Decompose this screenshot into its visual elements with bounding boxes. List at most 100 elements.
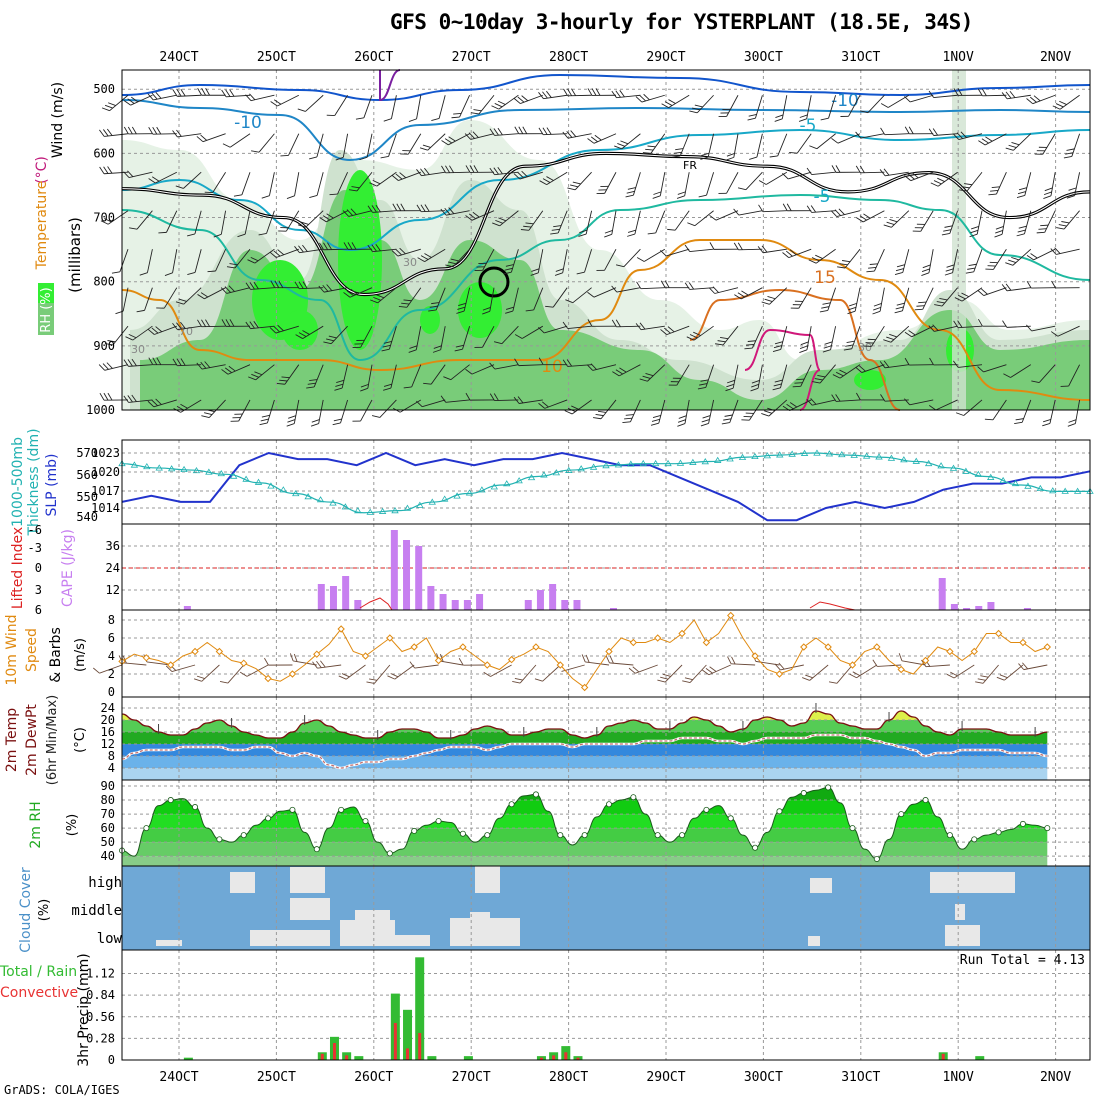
wind-barb-feather <box>872 659 878 667</box>
wind-barb-staff <box>623 248 641 267</box>
wind-barb-feather <box>128 333 137 339</box>
wind-barb <box>769 133 788 158</box>
wind-speed-marker <box>191 647 199 656</box>
wind-barb <box>489 167 519 176</box>
wind-barb-staff <box>722 325 739 346</box>
wind-barb-feather <box>309 156 318 160</box>
wind-barb <box>400 133 422 155</box>
wind-barb-feather <box>946 264 955 268</box>
thickness-marker <box>838 450 846 458</box>
wind-barb-feather <box>782 203 788 211</box>
wind-barb-feather <box>686 336 695 341</box>
wind-barb-feather <box>886 221 895 225</box>
wind-barb-feather <box>726 156 734 161</box>
wind-barb <box>718 172 739 194</box>
wind-barb-feather <box>894 310 903 314</box>
thickness-marker <box>614 461 623 468</box>
wind-barb <box>125 325 153 341</box>
wind-barb <box>782 203 812 212</box>
wind-barb-feather <box>831 137 839 144</box>
wind-barb-staff <box>422 399 446 408</box>
wind-barb-feather <box>493 393 499 401</box>
wind-barb-feather <box>702 669 710 676</box>
wind-barb-feather <box>294 281 300 289</box>
rh-marker <box>289 806 296 813</box>
wind-barb-staff <box>363 95 373 118</box>
wind-barb-feather <box>424 253 432 258</box>
wind-barb <box>855 364 885 373</box>
wind-barb-feather <box>546 90 552 98</box>
wind-barb-staff <box>155 171 178 184</box>
wind-barb <box>514 358 543 367</box>
wind-barb-staff <box>220 210 227 235</box>
wind-barb-feather <box>342 210 350 217</box>
pressure-tick-label: 800 <box>93 275 115 289</box>
wind-barb-feather <box>639 322 646 330</box>
wind-barb-staff <box>815 248 836 264</box>
date-label-bottom: 25OCT <box>257 1070 296 1085</box>
thickness-marker <box>788 450 796 457</box>
wind-barb-feather <box>221 369 229 375</box>
wind-barb-feather <box>822 349 831 353</box>
wind-barb-feather <box>817 375 826 378</box>
wind-barb <box>1005 133 1032 151</box>
wind-barb-feather <box>261 195 270 199</box>
wind-barb <box>635 93 665 103</box>
wind-barb <box>581 654 610 666</box>
wind-barb-feather <box>767 296 776 300</box>
wind-barb <box>831 133 861 144</box>
wind-barb-staff <box>356 171 373 192</box>
wind-barb-staff <box>1023 664 1048 671</box>
wind-barb-staff <box>424 248 446 262</box>
precip-total-bar <box>415 957 425 1060</box>
wind-barb <box>391 247 421 257</box>
wind-barb-feather <box>441 165 446 173</box>
wind-barb-feather <box>391 174 399 181</box>
thickness-marker <box>217 470 225 477</box>
wind-barb-feather <box>921 659 927 667</box>
wind-barb-feather <box>921 268 930 273</box>
wind-barb-feather <box>93 667 100 674</box>
wind-barb-feather <box>664 101 673 106</box>
wind-barb <box>904 94 934 103</box>
wind-barb-feather <box>307 382 316 385</box>
wind-barb-feather <box>868 266 877 269</box>
wind-barb-feather <box>278 280 284 288</box>
wind-barb-feather <box>725 387 734 392</box>
date-label-top: 24OCT <box>159 50 198 65</box>
wind-barb <box>840 95 861 117</box>
wind-barb-staff <box>871 325 885 347</box>
wind-barb-feather <box>726 383 735 388</box>
wind-barb-staff <box>482 325 495 348</box>
wind-barb-staff <box>268 172 275 196</box>
wind-barb-feather <box>546 176 554 181</box>
wind-barb-feather <box>277 249 285 256</box>
wind-barb-staff <box>1056 248 1080 255</box>
wind-speed-marker <box>215 647 224 656</box>
wind-barb <box>639 364 666 382</box>
wind-barb <box>278 210 300 232</box>
wind-barb <box>808 248 836 264</box>
cloud-grid <box>178 866 1057 950</box>
wind-barb <box>587 319 617 327</box>
wind-barb-feather <box>737 187 747 191</box>
wind-barb <box>625 172 641 198</box>
wind-speed-marker <box>434 656 443 665</box>
wind-barb-feather <box>1063 156 1072 159</box>
wind-barb-feather <box>512 681 521 684</box>
wind-barb-feather <box>896 264 905 268</box>
wind-barb-feather <box>505 306 514 310</box>
rh-marker <box>922 797 929 804</box>
wind-barb-staff <box>119 249 129 272</box>
wind-barb-feather <box>895 268 904 272</box>
wind-barb-feather <box>632 666 640 673</box>
wind-barb-feather <box>125 336 134 341</box>
wind-barb-feather <box>448 261 457 265</box>
wind-barb-feather <box>232 417 241 419</box>
wind-barb-feather <box>985 136 993 142</box>
wind-barb-feather <box>1059 100 1067 105</box>
wind-speed-marker <box>288 670 297 678</box>
wind-barb <box>809 133 836 150</box>
wind-barb-feather <box>831 394 837 402</box>
wind-barb <box>129 210 153 230</box>
